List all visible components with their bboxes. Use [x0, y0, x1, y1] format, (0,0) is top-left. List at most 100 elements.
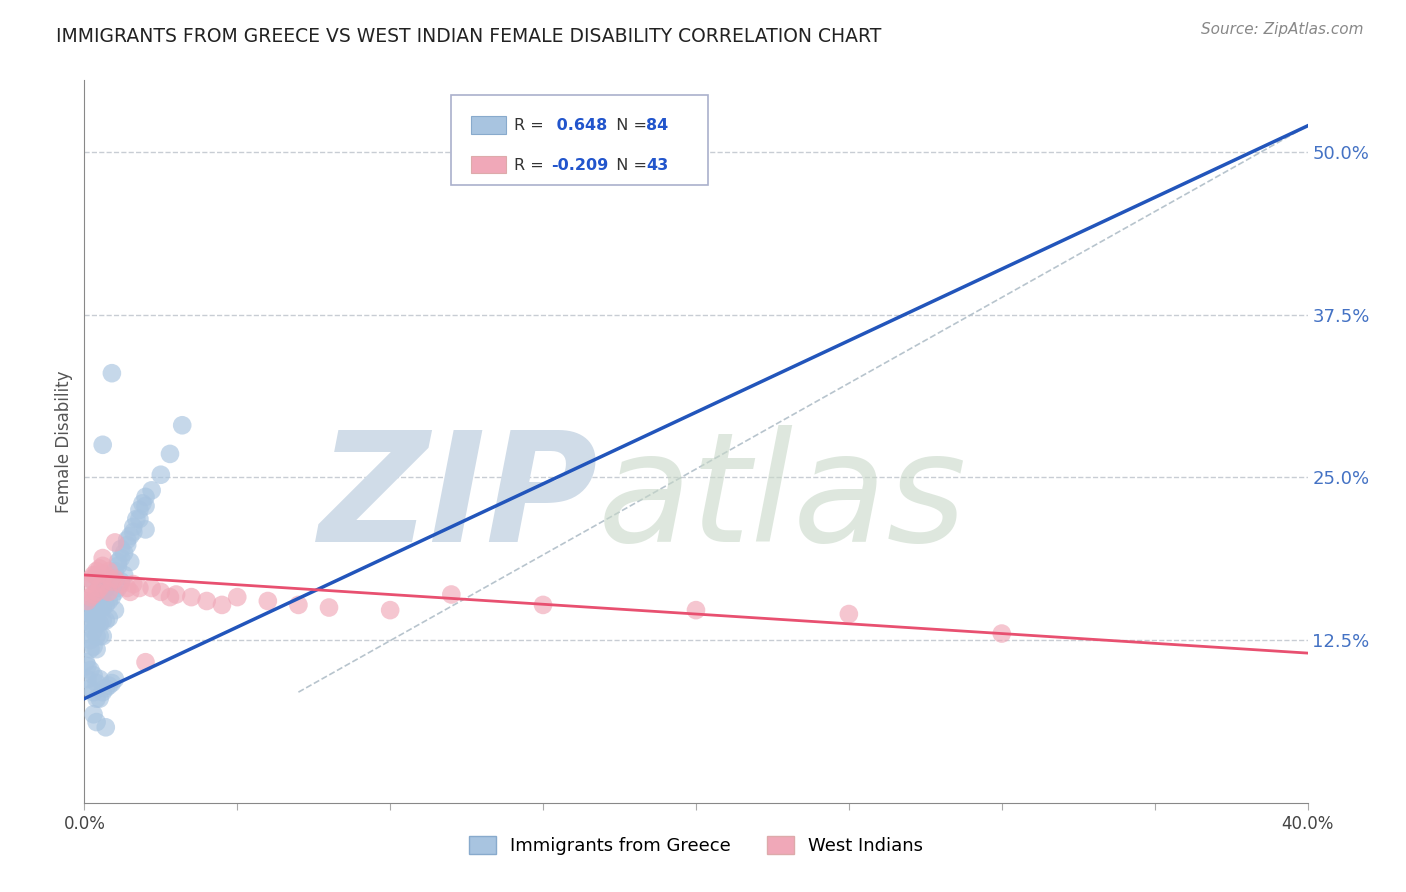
Point [287, 598, 309, 612]
Point [115, 581, 138, 595]
Point [89, 691, 111, 706]
Point [86, 715, 108, 730]
Point [115, 533, 138, 547]
Text: IMMIGRANTS FROM GREECE VS WEST INDIAN FEMALE DISABILITY CORRELATION CHART: IMMIGRANTS FROM GREECE VS WEST INDIAN FE… [56, 27, 882, 45]
Point [101, 366, 124, 380]
Text: Source: ZipAtlas.com: Source: ZipAtlas.com [1201, 22, 1364, 37]
Point [89, 629, 111, 643]
Point [91, 587, 114, 601]
Point [79, 607, 101, 621]
Point [104, 672, 127, 686]
Point [991, 626, 1014, 640]
Point [122, 577, 145, 591]
Legend: Immigrants from Greece, West Indians: Immigrants from Greece, West Indians [461, 829, 931, 863]
Point [440, 587, 463, 601]
Text: atlas: atlas [598, 425, 967, 574]
Text: 43: 43 [647, 158, 669, 173]
Point [110, 574, 132, 589]
Point [128, 503, 150, 517]
Point [83, 611, 105, 625]
Point [110, 551, 132, 566]
Point [89, 581, 111, 595]
Point [83, 640, 105, 654]
Point [76, 577, 98, 591]
Point [120, 585, 142, 599]
Point [86, 585, 108, 599]
Point [107, 555, 129, 569]
Point [76, 594, 98, 608]
Point [75, 594, 97, 608]
Point [89, 561, 111, 575]
Point [122, 520, 145, 534]
Point [97, 577, 120, 591]
Point [135, 499, 157, 513]
Point [79, 590, 101, 604]
Point [172, 418, 194, 433]
Point [94, 598, 117, 612]
Point [75, 655, 97, 669]
Point [131, 496, 153, 510]
Point [86, 603, 108, 617]
Point [94, 568, 117, 582]
Point [91, 629, 114, 643]
Point [79, 616, 101, 631]
Point [91, 577, 114, 591]
Point [128, 512, 150, 526]
Point [86, 642, 108, 657]
Point [149, 585, 172, 599]
Text: 84: 84 [647, 119, 669, 133]
Point [89, 672, 111, 686]
Point [101, 590, 124, 604]
Point [135, 490, 157, 504]
Point [128, 581, 150, 595]
Point [83, 600, 105, 615]
Point [159, 447, 181, 461]
Point [257, 594, 280, 608]
Point [83, 587, 105, 601]
Point [83, 707, 105, 722]
Point [318, 600, 340, 615]
Point [110, 541, 132, 556]
Text: R =: R = [515, 119, 550, 133]
Point [104, 572, 127, 586]
Point [104, 585, 127, 599]
Point [226, 590, 249, 604]
Point [211, 598, 233, 612]
Point [107, 558, 129, 573]
Point [91, 558, 114, 573]
Y-axis label: Female Disability: Female Disability [55, 370, 73, 513]
Point [76, 659, 98, 673]
Point [97, 679, 120, 693]
Point [79, 572, 101, 586]
Point [76, 626, 98, 640]
Point [94, 581, 117, 595]
Point [380, 603, 402, 617]
Text: N =: N = [606, 119, 652, 133]
Point [104, 564, 127, 578]
Point [104, 535, 127, 549]
Text: ZIP: ZIP [319, 425, 598, 574]
Point [79, 681, 101, 696]
Point [120, 529, 142, 543]
Point [83, 568, 105, 582]
Point [107, 581, 129, 595]
Point [94, 720, 117, 734]
Point [122, 524, 145, 539]
Point [101, 676, 124, 690]
Point [97, 564, 120, 578]
Point [112, 568, 135, 582]
FancyBboxPatch shape [471, 156, 506, 173]
Point [141, 581, 163, 595]
Point [91, 551, 114, 566]
Point [83, 624, 105, 638]
Point [94, 681, 117, 696]
FancyBboxPatch shape [471, 117, 506, 134]
Point [76, 603, 98, 617]
Point [115, 538, 138, 552]
Point [104, 603, 127, 617]
Point [531, 598, 554, 612]
Point [86, 676, 108, 690]
Text: -0.209: -0.209 [551, 158, 609, 173]
Point [97, 585, 120, 599]
Point [86, 568, 108, 582]
